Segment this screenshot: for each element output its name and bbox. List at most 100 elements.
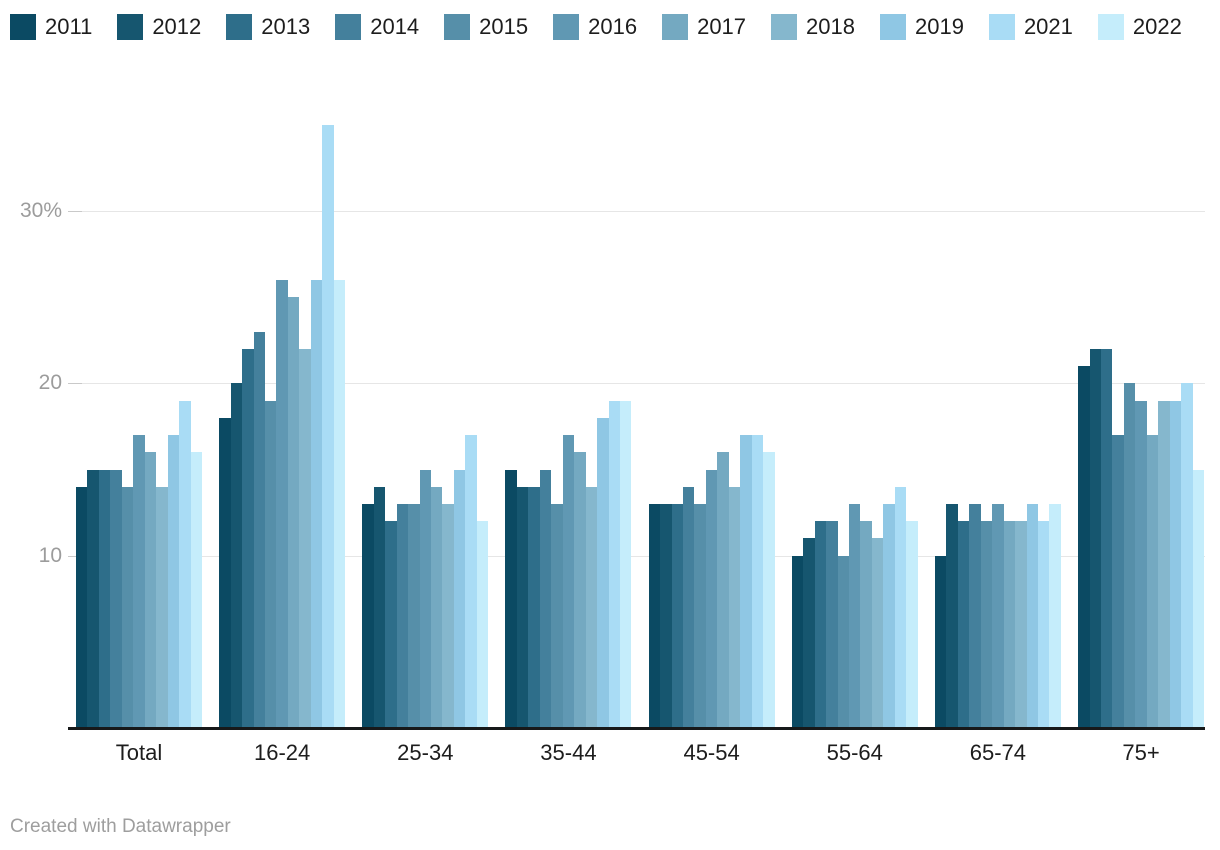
bar-25-34-2021	[465, 435, 477, 728]
bar-25-34-2019	[453, 469, 466, 728]
y-tick-mark	[68, 383, 82, 385]
bar-65-74-2019	[1026, 503, 1038, 728]
x-axis-label-45-54: 45-54	[683, 740, 740, 765]
x-axis-label-55-64: 55-64	[826, 740, 883, 765]
bar-55-64-2012	[803, 538, 815, 728]
bar-75+-2013	[1100, 348, 1113, 728]
bar-55-64-2019	[883, 503, 895, 728]
legend-label: 2019	[914, 14, 964, 39]
bar-65-74-2011	[934, 555, 947, 728]
bar-45-54-2014	[682, 486, 695, 728]
bar-75+-2015	[1123, 383, 1136, 728]
bar-25-34-2016	[419, 469, 432, 728]
legend-swatch-icon	[10, 14, 36, 40]
bar-group-65-74	[934, 0, 1061, 728]
bar-Total-2012	[87, 469, 99, 728]
legend-item-2012: 2012	[117, 14, 201, 40]
bar-45-54-2022	[763, 452, 775, 728]
bar-65-74-2022	[1049, 503, 1061, 728]
bar-Total-2019	[167, 435, 180, 728]
bar-Total-2022	[190, 452, 202, 728]
bar-35-44-2017	[574, 452, 586, 728]
bar-25-34-2012	[373, 486, 386, 728]
bar-55-64-2014	[826, 521, 838, 728]
bar-25-34-2014	[396, 503, 409, 728]
legend-swatch-icon	[879, 14, 906, 40]
bar-16-24-2018	[299, 348, 311, 728]
bar-group-16-24	[219, 0, 346, 728]
bar-75+-2016	[1135, 400, 1147, 728]
bar-55-64-2015	[837, 555, 850, 728]
bar-75+-2014	[1112, 435, 1124, 728]
bar-55-64-2017	[860, 521, 872, 728]
x-axis-label-75+: 75+	[1122, 740, 1160, 765]
legend-swatch-icon	[553, 14, 580, 40]
bar-75+-2018	[1158, 400, 1170, 728]
bar-55-64-2021	[894, 486, 907, 728]
legend-swatch-icon	[226, 14, 253, 40]
legend-label: 2015	[479, 14, 529, 39]
bar-75+-2011	[1078, 366, 1090, 728]
legend-swatch-icon	[662, 14, 689, 40]
bar-35-44-2019	[597, 417, 609, 728]
legend-swatch-icon	[988, 14, 1015, 40]
bar-Total-2021	[179, 400, 191, 728]
bar-45-54-2013	[671, 503, 683, 728]
bar-group-75+	[1078, 0, 1205, 728]
legend-label: 2013	[261, 14, 311, 39]
legend-label: 2016	[588, 14, 638, 39]
legend-item-2014: 2014	[335, 14, 419, 40]
bar-16-24-2012	[230, 383, 243, 728]
legend-swatch-icon	[117, 14, 144, 40]
legend-label: 2017	[697, 14, 747, 39]
bar-65-74-2018	[1015, 521, 1027, 728]
gridline-10	[68, 555, 1205, 557]
legend-swatch-icon	[771, 14, 798, 40]
bar-65-74-2021	[1037, 521, 1050, 728]
legend-label: 2014	[370, 14, 420, 39]
bar-25-34-2017	[431, 486, 443, 728]
credit-text: Created with Datawrapper	[10, 816, 231, 837]
bar-group-Total	[76, 0, 202, 728]
legend-label: 2011	[45, 14, 93, 39]
legend-item-2021: 2021	[988, 14, 1073, 40]
bar-35-44-2022	[619, 400, 632, 728]
legend-label: 2022	[1132, 14, 1182, 39]
legend-item-2019: 2019	[879, 14, 964, 40]
y-tick-mark	[68, 555, 82, 557]
bar-55-64-2018	[871, 538, 884, 728]
bar-45-54-2011	[648, 503, 661, 728]
legend-item-2016: 2016	[553, 14, 637, 40]
bar-65-74-2013	[957, 521, 970, 728]
bar-16-24-2022	[333, 279, 346, 728]
bar-Total-2018	[156, 486, 168, 728]
x-axis-label-65-74: 65-74	[969, 740, 1027, 765]
bar-16-24-2013	[242, 348, 254, 728]
bar-75+-2019	[1169, 400, 1182, 728]
bar-Total-2017	[144, 452, 157, 728]
bar-35-44-2011	[505, 469, 517, 728]
bar-group-35-44	[505, 0, 632, 728]
bar-16-24-2016	[276, 279, 288, 728]
bar-75+-2021	[1181, 383, 1193, 728]
bar-65-74-2014	[969, 503, 981, 728]
legend-item-2017: 2017	[662, 14, 746, 40]
x-axis-label-25-34: 25-34	[397, 740, 454, 765]
bar-16-24-2015	[264, 400, 277, 728]
bar-65-74-2012	[946, 503, 958, 728]
bar-25-34-2022	[476, 521, 489, 728]
bar-55-64-2013	[814, 521, 827, 728]
x-axis-line	[68, 727, 1205, 730]
bar-group-55-64	[791, 0, 918, 728]
bar-25-34-2011	[362, 503, 374, 728]
credit-line: Created with Datawrapper	[10, 816, 231, 838]
bar-Total-2016	[133, 435, 145, 728]
y-axis-label: 20	[38, 371, 62, 395]
bar-75+-2012	[1089, 348, 1101, 728]
legend-item-2018: 2018	[771, 14, 855, 40]
bar-55-64-2011	[791, 555, 804, 728]
x-axis-label-35-44: 35-44	[540, 740, 597, 765]
bar-16-24-2021	[322, 124, 334, 728]
legend-swatch-icon	[335, 14, 362, 40]
